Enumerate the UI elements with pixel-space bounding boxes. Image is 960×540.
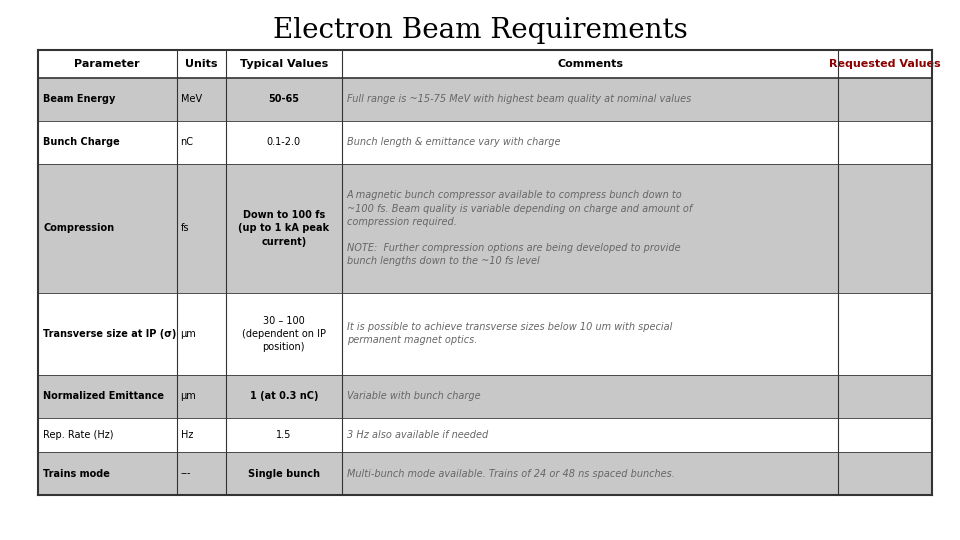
Bar: [38, 164, 932, 293]
Bar: [38, 78, 932, 121]
Text: Rep. Rate (Hz): Rep. Rate (Hz): [43, 430, 113, 440]
Text: 3 Hz also available if needed: 3 Hz also available if needed: [347, 430, 489, 440]
Text: Multi-bunch mode available. Trains of 24 or 48 ns spaced bunches.: Multi-bunch mode available. Trains of 24…: [347, 469, 675, 478]
Text: Down to 100 fs
(up to 1 kA peak
current): Down to 100 fs (up to 1 kA peak current): [238, 210, 329, 247]
Text: MeV: MeV: [180, 94, 202, 105]
Bar: [38, 375, 932, 417]
Text: ---: ---: [180, 469, 191, 478]
Text: μm: μm: [180, 329, 196, 339]
Text: Comments: Comments: [557, 59, 623, 69]
Text: Bunch Charge: Bunch Charge: [43, 138, 120, 147]
Bar: [38, 417, 932, 452]
Text: Normalized Emittance: Normalized Emittance: [43, 391, 164, 401]
Text: μm: μm: [180, 391, 196, 401]
Text: Bunch length & emittance vary with charge: Bunch length & emittance vary with charg…: [347, 138, 561, 147]
Text: Transverse size at IP (σ): Transverse size at IP (σ): [43, 329, 177, 339]
Text: It is possible to achieve transverse sizes below 10 um with special
permanent ma: It is possible to achieve transverse siz…: [347, 322, 672, 346]
Text: nC: nC: [180, 138, 194, 147]
Text: 30 – 100
(dependent on IP
position): 30 – 100 (dependent on IP position): [242, 315, 325, 352]
Text: 1 (at 0.3 nC): 1 (at 0.3 nC): [250, 391, 318, 401]
Text: Variable with bunch charge: Variable with bunch charge: [347, 391, 481, 401]
Text: Compression: Compression: [43, 224, 114, 233]
Text: Electron Beam Requirements: Electron Beam Requirements: [273, 17, 687, 44]
Text: Parameter: Parameter: [75, 59, 140, 69]
Bar: [38, 293, 932, 375]
Text: Full range is ~15-75 MeV with highest beam quality at nominal values: Full range is ~15-75 MeV with highest be…: [347, 94, 691, 105]
Text: A magnetic bunch compressor available to compress bunch down to
~100 fs. Beam qu: A magnetic bunch compressor available to…: [347, 191, 692, 266]
Text: Beam Energy: Beam Energy: [43, 94, 115, 105]
Bar: [38, 121, 932, 164]
Text: Single bunch: Single bunch: [248, 469, 320, 478]
Text: 1.5: 1.5: [276, 430, 292, 440]
Text: fs: fs: [180, 224, 189, 233]
Bar: [38, 50, 932, 78]
Text: Trains mode: Trains mode: [43, 469, 109, 478]
Text: Units: Units: [185, 59, 217, 69]
Text: Typical Values: Typical Values: [240, 59, 328, 69]
Text: 50-65: 50-65: [269, 94, 300, 105]
Text: Requested Values: Requested Values: [829, 59, 941, 69]
Text: Hz: Hz: [180, 430, 193, 440]
Text: 0.1-2.0: 0.1-2.0: [267, 138, 300, 147]
Bar: [38, 452, 932, 495]
